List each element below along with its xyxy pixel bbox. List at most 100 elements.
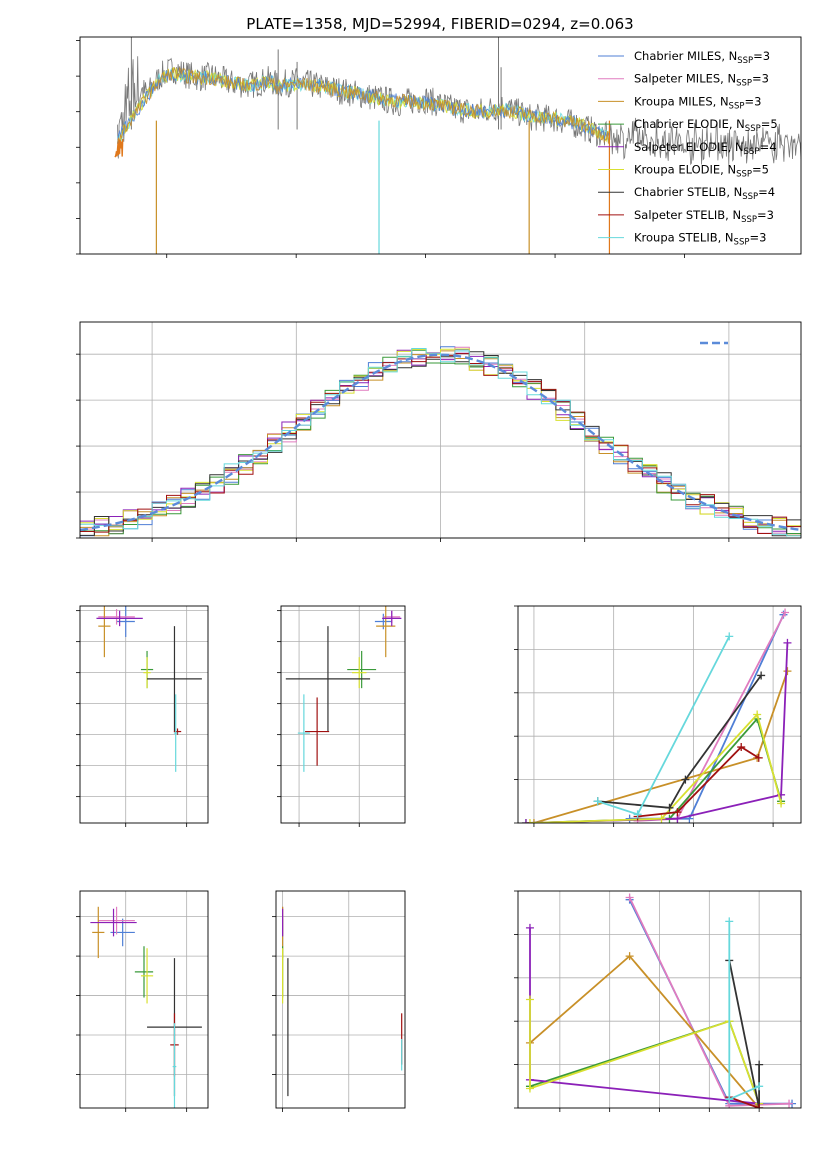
plot-area [80, 346, 801, 537]
axes-frame [275, 890, 406, 1109]
panel-mass-weight-vs-Z [514, 890, 802, 1112]
legend-subscript: SSP [745, 124, 761, 134]
panel-age-vs-Z [76, 605, 209, 827]
histogram-step [80, 348, 801, 531]
mass-weight-line [728, 960, 760, 1108]
legend-entry: Chabrier STELIB, NSSP=4 [634, 185, 775, 202]
data-marker [754, 753, 763, 762]
plot-area [521, 608, 792, 823]
panel-mass-vs-Z [76, 890, 209, 1112]
legend-subscript: SSP [744, 147, 760, 157]
data-marker [625, 952, 634, 961]
data-spectrum-line [117, 56, 801, 166]
panel-mass-vs-EBV [272, 890, 406, 1112]
data-marker [625, 814, 634, 823]
axes-frame [79, 605, 209, 824]
data-marker [757, 671, 766, 680]
legend-label: Salpeter ELODIE, N [634, 140, 744, 154]
data-marker [725, 1095, 734, 1104]
model-spectrum-blue-end [114, 138, 124, 158]
legend-suffix: =4 [760, 140, 777, 154]
data-marker [529, 819, 538, 823]
legend-suffix: =3 [749, 231, 766, 245]
data-marker [657, 814, 666, 823]
axes-frame [79, 36, 802, 255]
axes-frame [517, 605, 802, 824]
data-marker [781, 608, 790, 617]
legend-suffix: =3 [752, 72, 769, 86]
legend-suffix: =5 [761, 117, 778, 131]
legend-entry: Salpeter STELIB, NSSP=3 [634, 208, 774, 225]
data-marker [593, 797, 602, 806]
normal-curve [80, 353, 801, 532]
data-marker [755, 1082, 764, 1091]
data-marker [681, 775, 690, 784]
legend-entry: Chabrier ELODIE, NSSP=5 [634, 117, 778, 134]
data-marker [737, 743, 746, 752]
histogram-step [80, 348, 801, 537]
data-marker [755, 1060, 764, 1069]
data-marker [755, 1104, 764, 1108]
legend-subscript: SSP [736, 170, 752, 180]
axes-frame [79, 321, 802, 539]
axes-frame [79, 890, 209, 1109]
mass-weight-line [529, 954, 760, 1108]
legend-suffix: =5 [752, 163, 769, 177]
data-marker [673, 808, 682, 817]
legend-label: Kroupa MILES, N [634, 94, 729, 108]
legend-subscript: SSP [734, 238, 750, 248]
model-spectrum-line [117, 66, 610, 144]
data-marker [625, 893, 634, 902]
legend-label: Salpeter STELIB, N [634, 208, 741, 222]
legend-label: Kroupa STELIB, N [634, 231, 734, 245]
legend-suffix: =3 [757, 208, 774, 222]
plot-area [96, 606, 202, 772]
model-spectrum-line [117, 67, 610, 143]
data-marker [783, 638, 792, 647]
legend-label: Chabrier ELODIE, N [634, 117, 745, 131]
histogram-step [80, 349, 801, 535]
legend-entry: Kroupa MILES, NSSP=3 [634, 94, 761, 111]
data-marker [633, 810, 642, 819]
data-marker [725, 917, 734, 926]
mass-weight-line [728, 1096, 760, 1108]
panel-residuals [76, 321, 802, 542]
axes-frame [517, 890, 802, 1109]
plot-area [285, 606, 402, 772]
legend-subscript: SSP [729, 101, 745, 111]
data-marker [665, 803, 674, 812]
data-marker [753, 710, 762, 719]
legend-subscript: SSP [741, 215, 757, 225]
mass-weight-line [637, 612, 786, 822]
mass-weight-line [597, 674, 762, 809]
mass-weight-line [533, 670, 789, 823]
legend-entry: Chabrier MILES, NSSP=3 [634, 49, 770, 66]
axes-frame [280, 605, 406, 824]
legend-label: Salpeter MILES, N [634, 72, 736, 86]
mass-weight-line [628, 899, 792, 1105]
legend-suffix: =3 [753, 49, 770, 63]
legend-entry: Kroupa ELODIE, NSSP=5 [634, 163, 769, 180]
panel-age-vs-mass [277, 605, 406, 827]
legend-label: Kroupa ELODIE, N [634, 163, 736, 177]
data-marker [777, 799, 786, 808]
panel-mass-weight-vs-age [514, 605, 802, 827]
legend-subscript: SSP [737, 56, 753, 66]
data-marker [525, 1084, 534, 1093]
mass-weight-line [597, 635, 731, 816]
mass-weight-line [728, 921, 760, 1101]
legend-label: Chabrier STELIB, N [634, 185, 742, 199]
legend-suffix: =4 [758, 185, 775, 199]
plot-area [282, 906, 403, 1097]
legend-entry: Salpeter ELODIE, NSSP=4 [634, 140, 777, 157]
legend-label: Chabrier MILES, N [634, 49, 737, 63]
data-marker [725, 632, 734, 641]
data-marker [525, 995, 534, 1004]
legend-suffix: =3 [744, 94, 761, 108]
legend-entry: Kroupa STELIB, NSSP=3 [634, 231, 766, 248]
data-marker [525, 819, 534, 823]
legend-subscript: SSP [742, 192, 758, 202]
